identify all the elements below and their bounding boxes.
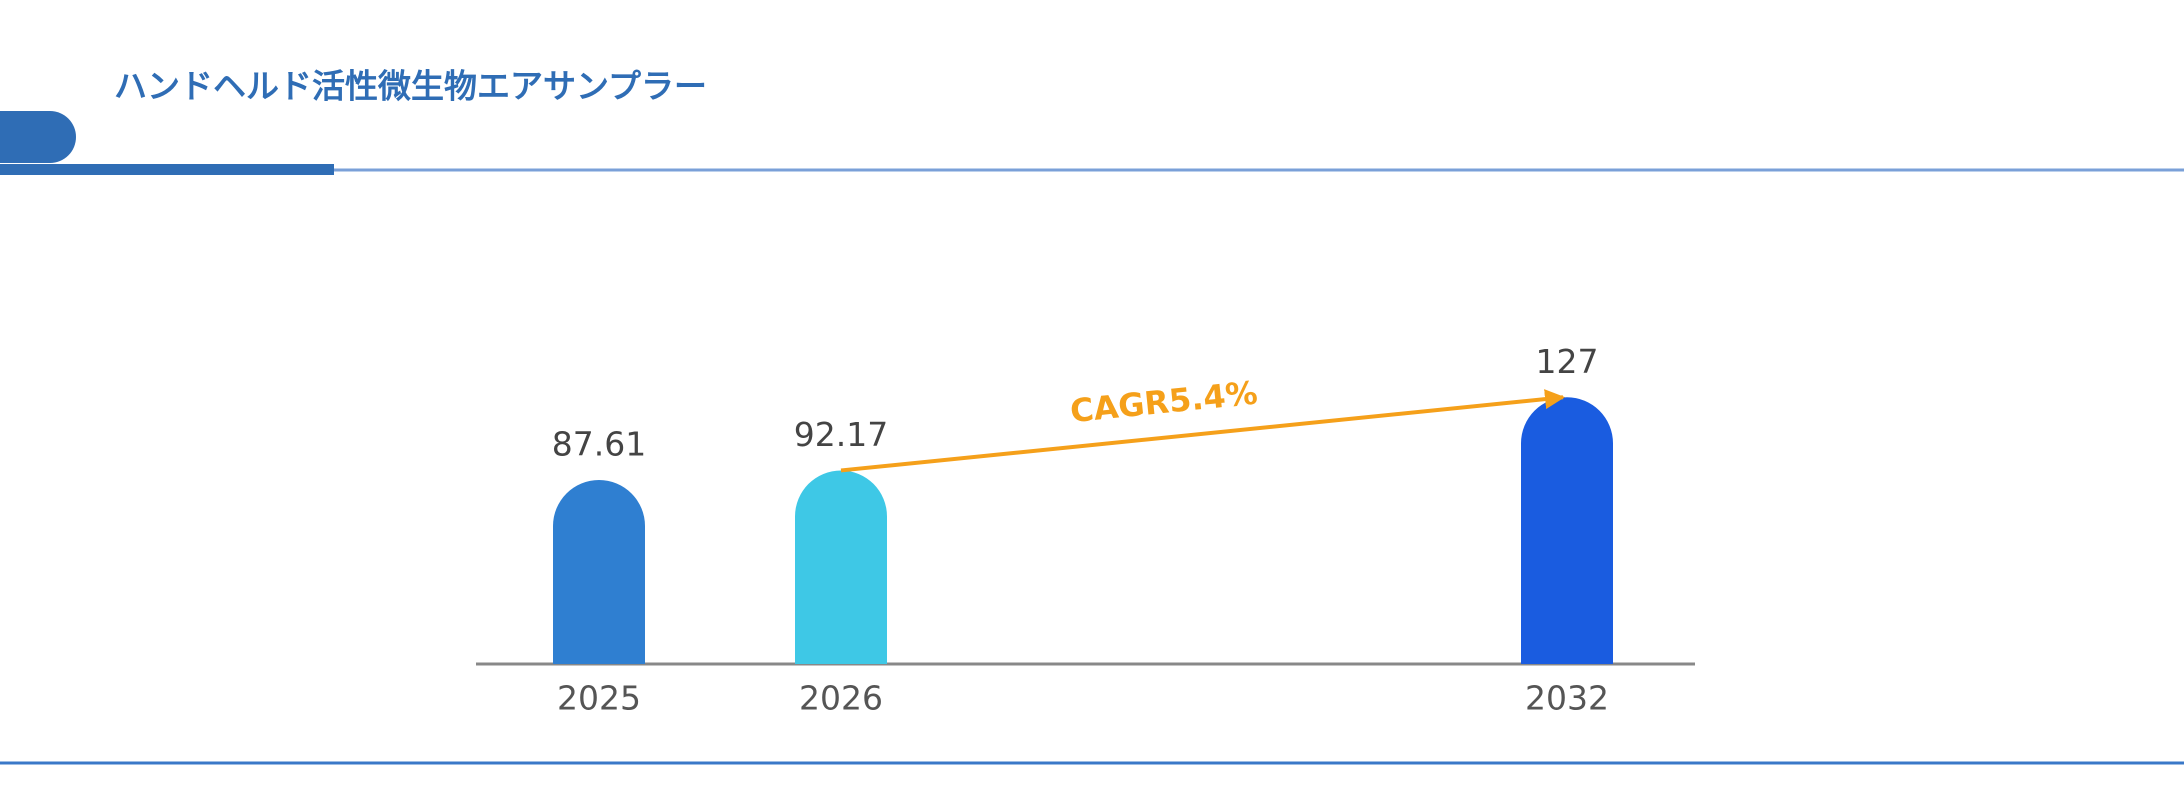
x-tick-label: 2026 [799,679,883,718]
bar [1521,397,1613,664]
chart-title: ハンドヘルド活性微生物エアサンプラー [114,67,707,106]
header-tab [0,111,76,163]
value-label: 92.17 [794,415,888,454]
bar [795,470,888,664]
value-label: 87.61 [552,425,646,464]
annotation: CAGR5.4% [1068,374,1259,431]
value-label: 127 [1536,342,1599,381]
header-accent [0,164,334,175]
x-tick-label: 2025 [557,679,641,718]
bar [553,480,645,664]
x-tick-label: 2032 [1525,679,1609,718]
cagr-arrow [840,389,1565,473]
